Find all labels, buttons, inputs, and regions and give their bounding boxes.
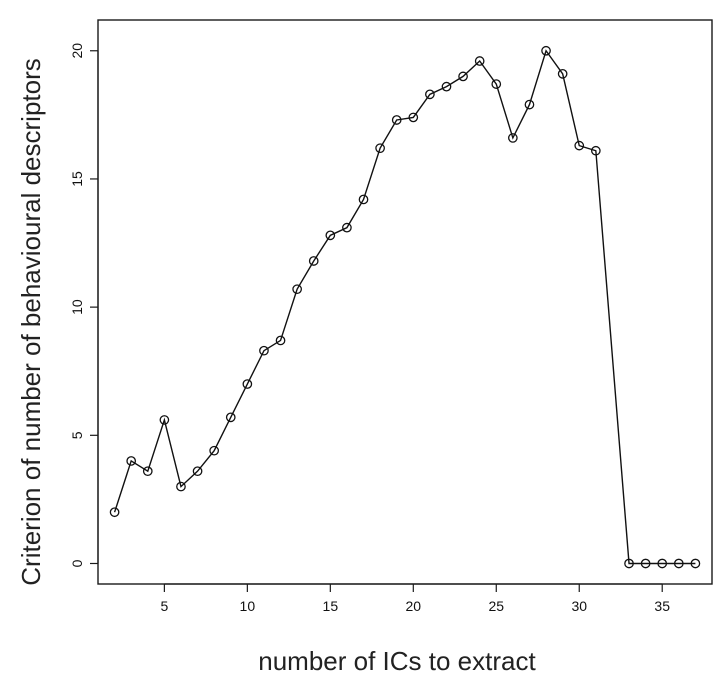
data-point	[474, 56, 485, 66]
data-point	[209, 445, 220, 456]
data-point	[458, 71, 468, 82]
y-tick-label: 20	[69, 43, 85, 59]
plot-frame	[97, 19, 713, 585]
data-point	[142, 466, 153, 477]
x-tick-label: 25	[488, 598, 504, 614]
data-point	[259, 345, 269, 356]
x-axis: 5 10 15 20 25 30 35	[160, 583, 670, 614]
data-point	[590, 145, 601, 156]
data-point	[242, 379, 253, 389]
x-tick-label: 35	[654, 598, 670, 614]
data-point	[441, 81, 452, 92]
y-tick-label: 5	[69, 431, 85, 439]
data-point	[325, 230, 336, 241]
data-point	[308, 256, 319, 266]
x-tick-label: 5	[160, 598, 168, 614]
data-point	[192, 466, 203, 477]
data-point	[176, 481, 186, 492]
data-point	[126, 456, 137, 466]
data-point	[342, 222, 352, 233]
x-tick-label: 20	[406, 598, 422, 614]
series-layer	[109, 45, 701, 569]
data-point	[391, 115, 402, 125]
data-point	[375, 143, 385, 154]
y-tick-label: 0	[69, 559, 85, 567]
data-point	[541, 45, 551, 56]
x-tick-label: 15	[323, 598, 339, 614]
y-axis: 0 5 10 15 20	[69, 43, 99, 567]
data-point	[673, 558, 684, 569]
y-tick-label: 10	[69, 299, 85, 315]
x-axis-title: number of ICs to extract	[258, 646, 536, 674]
data-point	[640, 558, 651, 569]
data-point	[275, 335, 286, 346]
series-line	[113, 49, 696, 565]
data-point	[690, 558, 701, 569]
x-tick-label: 10	[240, 598, 256, 614]
data-point	[624, 558, 634, 569]
x-tick-label: 30	[571, 598, 587, 614]
data-point	[657, 558, 668, 569]
y-tick-label: 15	[69, 171, 85, 187]
data-point	[225, 412, 236, 423]
data-point	[574, 140, 585, 151]
y-axis-title: Criterion of number of behavioural descr…	[16, 58, 46, 585]
data-point	[508, 133, 518, 143]
data-point	[524, 99, 535, 110]
data-point	[159, 415, 170, 425]
data-point	[491, 79, 502, 89]
data-point	[408, 112, 419, 123]
data-point	[292, 284, 302, 295]
data-point	[425, 89, 435, 100]
data-point	[557, 68, 568, 79]
data-point	[109, 507, 120, 518]
data-point	[358, 194, 369, 205]
